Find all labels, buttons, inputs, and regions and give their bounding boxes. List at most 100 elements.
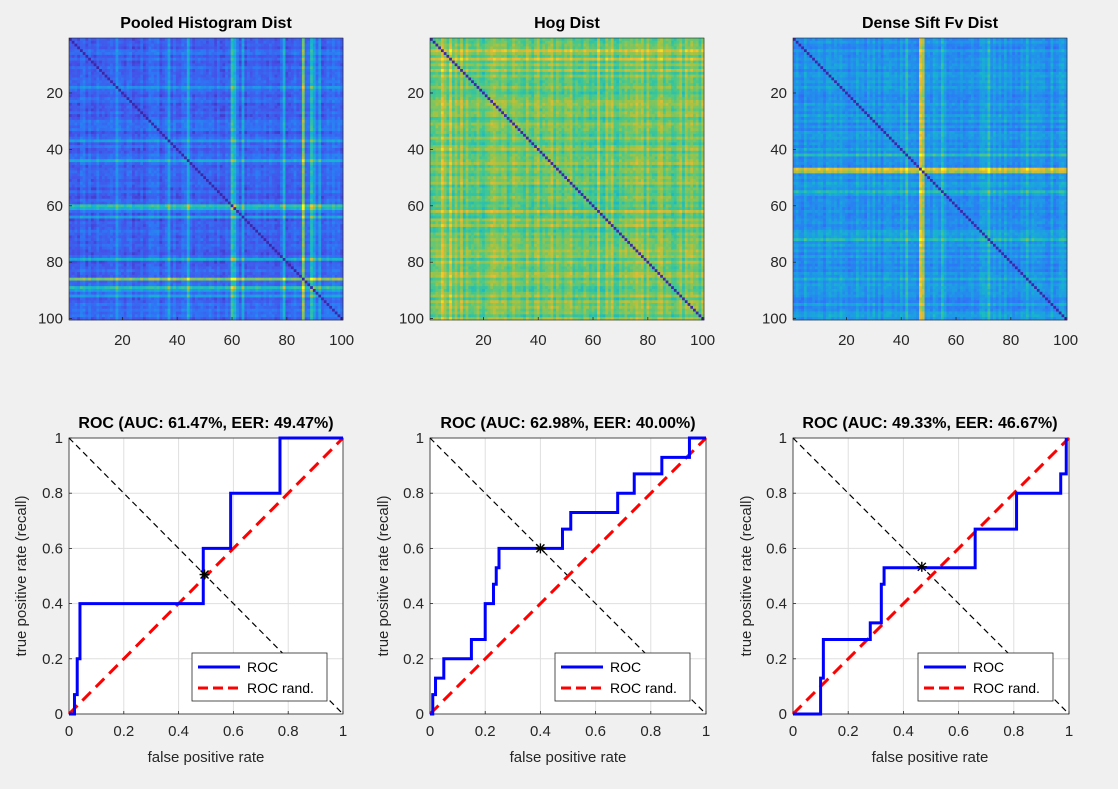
heatmap-cell [216, 139, 221, 143]
heatmap-cell [277, 156, 281, 160]
heatmap-cell [96, 97, 100, 101]
heatmap-cell [96, 74, 100, 78]
heatmap-cell [156, 77, 160, 81]
heatmap-cell [178, 173, 182, 177]
heatmap-cell [170, 57, 174, 61]
heatmap-cell [337, 150, 341, 154]
heatmap-cell [145, 170, 149, 174]
heatmap-cell [99, 125, 103, 129]
heatmap-cell [252, 147, 256, 152]
heatmap-cell [318, 102, 322, 107]
heatmap-cell [255, 54, 259, 59]
heatmap-cell [230, 88, 234, 92]
heatmap-cell [104, 139, 108, 143]
heatmap-cell [321, 136, 325, 140]
heatmap-cell [142, 71, 147, 76]
heatmap-cell [310, 162, 314, 166]
heatmap-cell [118, 159, 122, 163]
heatmap-cell [126, 142, 130, 146]
heatmap-cell [310, 77, 314, 81]
heatmap-cell [197, 57, 201, 61]
heatmap-cell [140, 164, 144, 169]
heatmap-cell [159, 80, 163, 84]
heatmap-cell [175, 77, 179, 81]
heatmap-cell [112, 40, 116, 44]
heatmap-cell [214, 71, 218, 76]
heatmap-cell [252, 94, 256, 98]
heatmap-cell [184, 49, 188, 53]
heatmap-cell [107, 91, 111, 95]
heatmap-cell [241, 156, 245, 160]
heatmap-cell [159, 176, 163, 180]
heatmap-cell [274, 66, 278, 70]
heatmap-cell [241, 142, 245, 146]
heatmap-cell [241, 49, 245, 53]
heatmap-cell [151, 125, 155, 129]
heatmap-cell [69, 57, 73, 61]
heatmap-cell [244, 54, 248, 59]
heatmap-cell [153, 54, 158, 59]
heatmap-cell [184, 139, 188, 143]
heatmap-cell [175, 164, 179, 169]
heatmap-cell [326, 97, 330, 101]
heatmap-cell [69, 125, 73, 129]
heatmap-cell [285, 74, 289, 78]
heatmap-cell [189, 164, 193, 169]
heatmap-cell [88, 122, 92, 126]
heatmap-cell [134, 139, 138, 143]
heatmap-cell [93, 156, 97, 160]
heatmap-cell [315, 63, 319, 67]
heatmap-cell [312, 147, 316, 152]
heatmap-cell [145, 125, 149, 129]
heatmap-cell [93, 150, 97, 154]
heatmap-cell [162, 74, 166, 78]
heatmap-cell [227, 43, 232, 47]
heatmap-cell [269, 91, 273, 95]
heatmap-cell [82, 80, 86, 84]
heatmap-cell [274, 54, 278, 59]
heatmap-cell [107, 38, 111, 42]
heatmap-cell [93, 111, 97, 115]
heatmap-cell [301, 66, 305, 70]
heatmap-cell [263, 128, 267, 132]
heatmap-cell [104, 176, 108, 180]
heatmap-cell [337, 88, 341, 92]
heatmap-cell [82, 162, 86, 166]
heatmap-cell [99, 38, 103, 42]
heatmap-cell [178, 133, 182, 138]
heatmap-cell [107, 173, 111, 177]
heatmap-cell [142, 108, 147, 112]
heatmap-cell [90, 116, 95, 121]
heatmap-cell [167, 153, 171, 157]
heatmap-cell [258, 114, 262, 118]
heatmap-cell [121, 167, 125, 171]
heatmap-cell [299, 74, 303, 78]
heatmap-cell [69, 66, 73, 70]
heatmap-cell [238, 88, 242, 92]
heatmap-cell [132, 60, 136, 64]
heatmap-cell [164, 83, 168, 87]
heatmap-cell [142, 122, 147, 126]
heatmap-cell [236, 170, 240, 174]
heatmap-cell [189, 128, 193, 132]
heatmap-cell [69, 49, 73, 53]
heatmap-cell [301, 54, 305, 59]
heatmap-cell [255, 131, 259, 135]
heatmap-cell [181, 69, 185, 73]
heatmap-cell [296, 153, 300, 157]
heatmap-cell [230, 102, 234, 107]
heatmap-cell [192, 88, 196, 92]
heatmap-cell [126, 116, 130, 121]
heatmap-cell [178, 49, 182, 53]
heatmap-cell [110, 69, 114, 73]
heatmap-cell [288, 125, 292, 129]
heatmap-cell [148, 66, 152, 70]
heatmap-cell [290, 85, 295, 90]
heatmap-cell [290, 125, 295, 129]
heatmap-cell [69, 94, 73, 98]
heatmap-cell [82, 119, 86, 123]
heatmap-cell [88, 69, 92, 73]
heatmap-cell [230, 164, 234, 169]
heatmap-cell [107, 105, 111, 109]
heatmap-cell [269, 46, 273, 50]
